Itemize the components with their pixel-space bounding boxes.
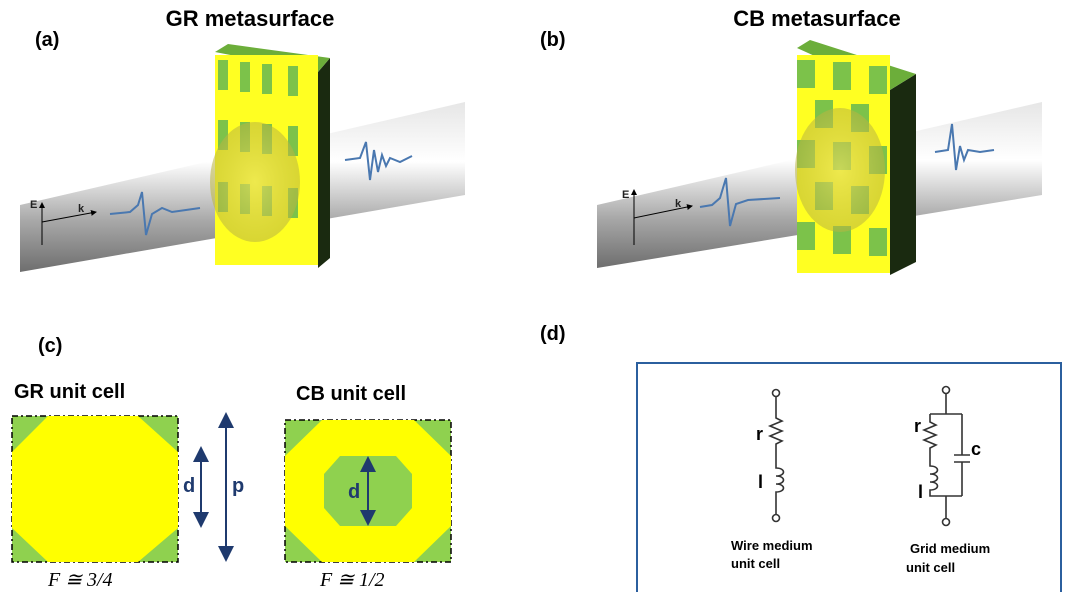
panel-d: (d) r l Wire medium unit cell r c l Grid… — [540, 323, 1061, 592]
dim-label: d — [183, 475, 195, 497]
caption: unit cell — [731, 556, 780, 571]
slab-side — [318, 58, 330, 268]
panel-a: (a) GR metasurface E k — [20, 6, 465, 272]
fill-factor: F ≅ 3/4 — [47, 569, 113, 591]
element-label: l — [918, 482, 923, 502]
grid-circuit — [924, 387, 970, 526]
element-label: l — [758, 472, 763, 492]
panel-label: (c) — [38, 335, 62, 357]
axis-label: k — [78, 203, 85, 215]
panel-title: CB metasurface — [733, 6, 901, 31]
panel-label: (d) — [540, 323, 566, 345]
panel-title: GR metasurface — [166, 6, 335, 31]
axis-label: E — [30, 199, 37, 211]
cell-title: CB unit cell — [296, 383, 406, 405]
panel-label: (a) — [35, 29, 59, 51]
panel-label: (b) — [540, 29, 566, 51]
axis-label: k — [675, 198, 682, 210]
beam-spot — [210, 122, 300, 242]
element-label: r — [914, 416, 921, 436]
circuit-box — [637, 363, 1061, 592]
cell-title: GR unit cell — [14, 381, 125, 403]
gr-patch — [12, 416, 178, 562]
dim-label: d — [348, 481, 360, 503]
fill-factor: F ≅ 1/2 — [319, 569, 385, 591]
dim-label: p — [232, 475, 244, 497]
axis-label: E — [622, 189, 629, 201]
caption: Wire medium — [731, 538, 813, 553]
element-label: c — [971, 439, 981, 459]
caption: Grid medium — [910, 541, 990, 556]
slab-side — [890, 74, 916, 275]
panel-b: (b) CB metasurface E k — [540, 6, 1042, 275]
beam-spot — [795, 108, 885, 232]
caption: unit cell — [906, 560, 955, 575]
wire-circuit — [770, 390, 784, 522]
figure: (a) GR metasurface E k (b) CB metasurfac… — [0, 0, 1068, 592]
panel-c: (c) GR unit cell d p F ≅ 3/4 CB unit cel… — [12, 335, 451, 591]
element-label: r — [756, 424, 763, 444]
